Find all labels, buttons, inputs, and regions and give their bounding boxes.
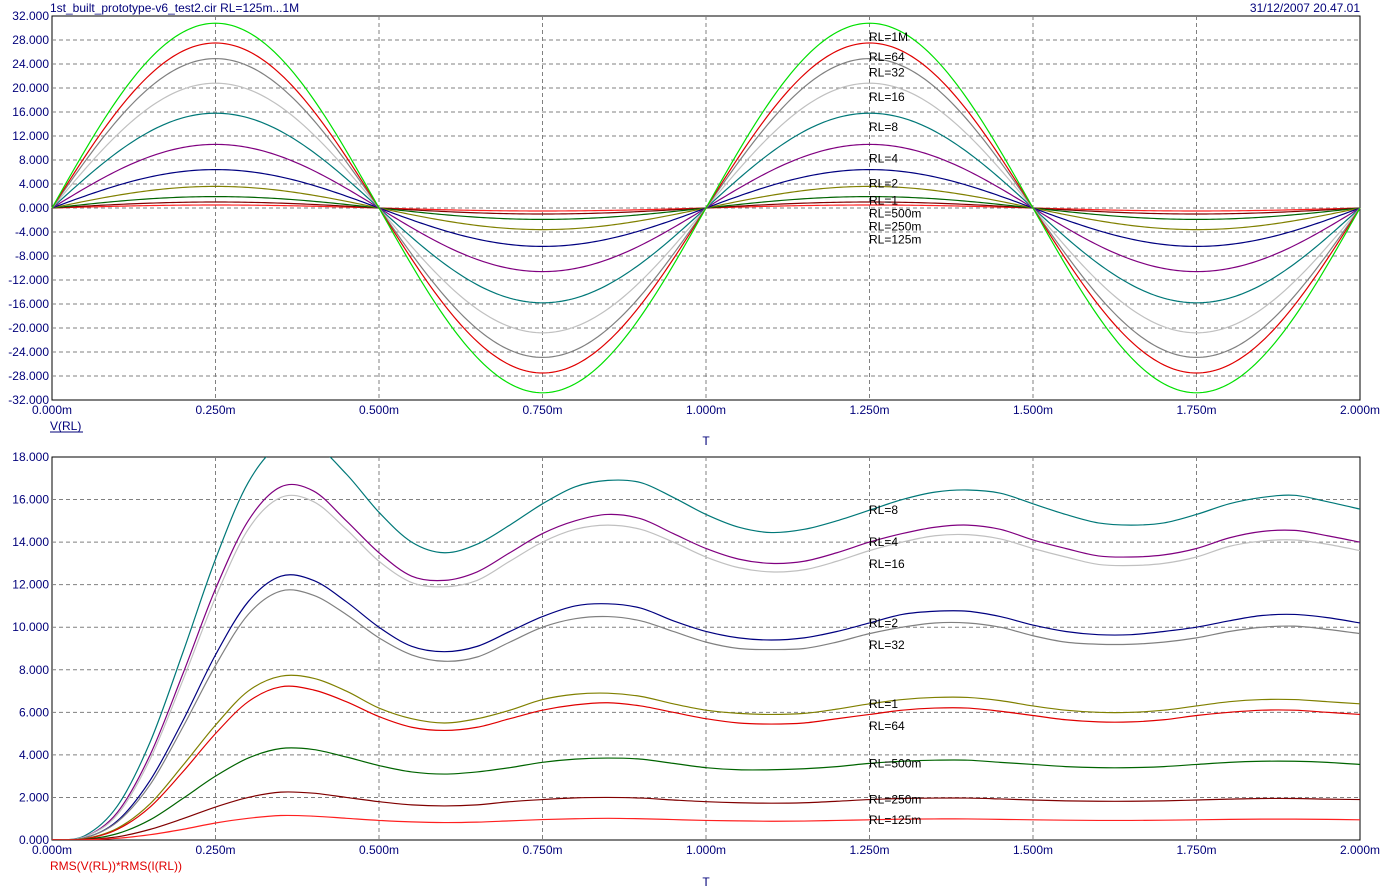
series-line-rl-64 [52, 685, 1360, 840]
x-axis-label: T [702, 875, 710, 889]
series-label: RL=1 [869, 697, 898, 711]
trace-label: V(RL) [50, 419, 81, 433]
y-tick-label: -16.000 [8, 297, 49, 311]
series-line-rl-4 [52, 483, 1360, 840]
x-tick-label: 1.500m [1013, 843, 1053, 857]
file-title: 1st_built_prototype-v6_test2.cir RL=125m… [50, 1, 299, 15]
x-tick-label: 2.000m [1340, 403, 1380, 417]
y-tick-label: 4.000 [19, 748, 49, 762]
series-label: RL=250m [869, 793, 921, 807]
y-tick-label: 4.000 [19, 177, 49, 191]
series-line-rl-32 [52, 589, 1360, 840]
y-tick-label: 2.000 [19, 790, 49, 804]
y-tick-label: 18.000 [12, 450, 49, 464]
y-tick-label: 6.000 [19, 705, 49, 719]
y-tick-label: 10.000 [12, 620, 49, 634]
x-tick-label: 0.000m [32, 843, 72, 857]
y-tick-label: -8.000 [15, 249, 49, 263]
y-tick-label: 8.000 [19, 153, 49, 167]
y-tick-label: 28.000 [12, 33, 49, 47]
series-label: RL=32 [869, 66, 905, 80]
series-label: RL=500m [869, 206, 921, 220]
x-tick-label: 1.500m [1013, 403, 1053, 417]
series-label: RL=1M [869, 30, 908, 44]
x-tick-label: 0.000m [32, 403, 72, 417]
x-tick-label: 1.000m [686, 843, 726, 857]
series-group [52, 457, 1360, 840]
x-tick-label: 0.250m [195, 403, 235, 417]
y-tick-label: 0.000 [19, 201, 49, 215]
series-label: RL=125m [869, 813, 921, 827]
y-tick-label: -32.000 [8, 393, 49, 407]
series-label: RL=4 [869, 535, 898, 549]
series-label: RL=500m [869, 756, 921, 770]
y-tick-label: 12.000 [12, 578, 49, 592]
series-line-rl-16 [52, 494, 1360, 840]
y-tick-label: -12.000 [8, 273, 49, 287]
x-tick-label: 0.750m [522, 843, 562, 857]
power-plot: 0.000m 0.250m 0.500m 0.750m 1.000m 1.250m 1.50… [12, 450, 1380, 889]
x-tick-label: 1.250m [849, 843, 889, 857]
series-line-rl-2 [52, 574, 1360, 840]
y-tick-label: 14.000 [12, 535, 49, 549]
series-label: RL=16 [869, 557, 905, 571]
series-label: RL=8 [869, 120, 898, 134]
y-tick-label: 0.000 [19, 833, 49, 847]
y-tick-label: 32.000 [12, 9, 49, 23]
series-label: RL=2 [869, 616, 898, 630]
series-label: RL=32 [869, 638, 905, 652]
series-line-rl-250m [52, 791, 1360, 840]
series-line-rl-8 [52, 457, 1360, 840]
x-tick-label: 0.500m [359, 843, 399, 857]
series-line-rl-500m [52, 747, 1360, 840]
series-label: RL=2 [869, 177, 898, 191]
x-tick-label: 1.750m [1176, 403, 1216, 417]
series-label: RL=16 [869, 90, 905, 104]
x-tick-label: 1.250m [849, 403, 889, 417]
y-tick-label: 8.000 [19, 663, 49, 677]
y-tick-label: 12.000 [12, 129, 49, 143]
series-label: RL=64 [869, 719, 905, 733]
series-label: RL=1 [869, 193, 898, 207]
trace-label: RMS(V(RL))*RMS(I(RL)) [50, 859, 182, 873]
timestamp: 31/12/2007 20.47.01 [1250, 1, 1360, 15]
voltage-plot: 0.000m 0.250m 0.500m 0.750m 1.000m 1.250m 1.50… [8, 9, 1380, 448]
x-tick-label: 2.000m [1340, 843, 1380, 857]
series-line-rl-1m [51, 22, 1361, 394]
y-tick-label: 16.000 [12, 493, 49, 507]
y-tick-label: 24.000 [12, 57, 49, 71]
x-tick-label: 0.500m [359, 403, 399, 417]
series-line-rl-1 [52, 674, 1360, 840]
series-label: RL=250m [869, 219, 921, 233]
series-label: RL=4 [869, 151, 898, 165]
y-tick-label: -24.000 [8, 345, 49, 359]
x-tick-label: 1.750m [1176, 843, 1216, 857]
series-label: RL=8 [869, 503, 898, 517]
y-tick-label: -4.000 [15, 225, 49, 239]
x-tick-label: 0.750m [522, 403, 562, 417]
y-tick-label: -28.000 [8, 369, 49, 383]
y-tick-label: 16.000 [12, 105, 49, 119]
y-tick-label: -20.000 [8, 321, 49, 335]
series-label: RL=64 [869, 50, 905, 64]
x-tick-label: 1.000m [686, 403, 726, 417]
y-tick-label: 20.000 [12, 81, 49, 95]
series-line-rl-125m [52, 814, 1360, 840]
x-axis-label: T [702, 434, 710, 448]
series-label: RL=125m [869, 232, 921, 246]
x-tick-label: 0.250m [195, 843, 235, 857]
